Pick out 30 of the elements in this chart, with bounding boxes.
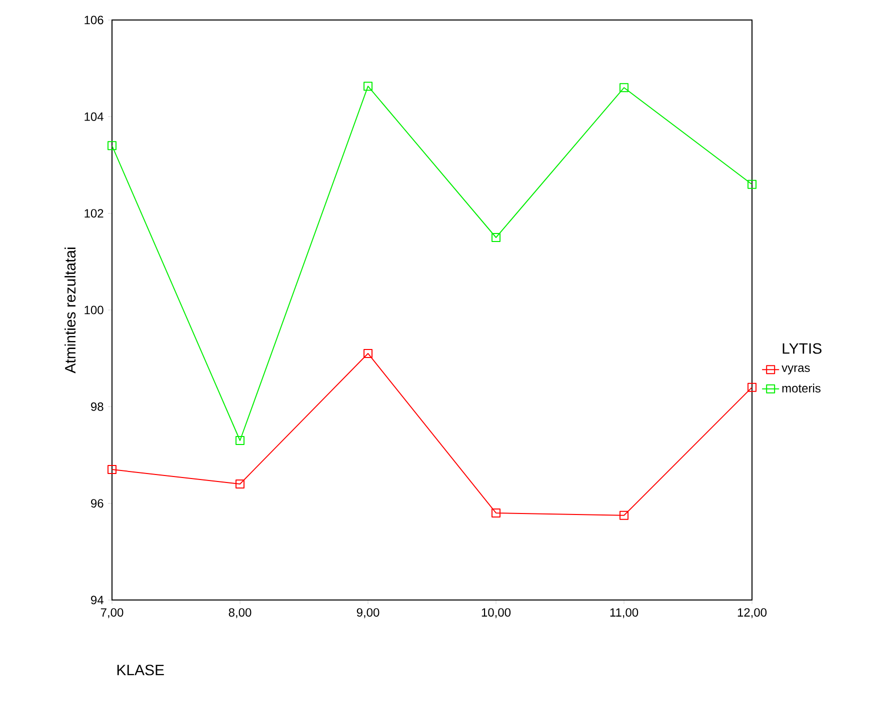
y-tick-label: 102	[84, 209, 104, 218]
y-tick-label: 94	[91, 596, 104, 604]
x-tick-label: 9,00	[356, 608, 380, 618]
point	[748, 382, 757, 392]
point	[236, 436, 244, 445]
y-axis-title: Atminties rezultatai	[64, 248, 76, 374]
point	[364, 348, 373, 358]
x-tick-label: 8,00	[228, 608, 252, 618]
point	[748, 180, 757, 189]
y-tick-label: 100	[84, 306, 104, 314]
x-tick-label: 7,00	[100, 608, 124, 618]
x-tick-label: 12,00	[738, 608, 767, 618]
x-tick-label: 10,00	[482, 608, 511, 618]
legend-label: moteris	[782, 384, 820, 393]
point	[492, 232, 501, 242]
point	[492, 508, 501, 518]
x-tick-label: 11,00	[610, 608, 638, 618]
point	[620, 83, 629, 92]
x-axis-title: KLASE	[117, 664, 164, 676]
point	[620, 510, 629, 520]
y-tick-label: 104	[84, 112, 104, 121]
y-tick-label: 98	[91, 402, 104, 411]
point	[108, 141, 116, 150]
legend-title: LYTIS	[782, 343, 822, 354]
legend-label: vyras	[782, 365, 810, 374]
point	[108, 464, 116, 474]
point	[236, 479, 244, 488]
point	[364, 82, 373, 91]
y-tick-label: 96	[91, 499, 104, 508]
y-tick-label: 106	[84, 16, 104, 24]
